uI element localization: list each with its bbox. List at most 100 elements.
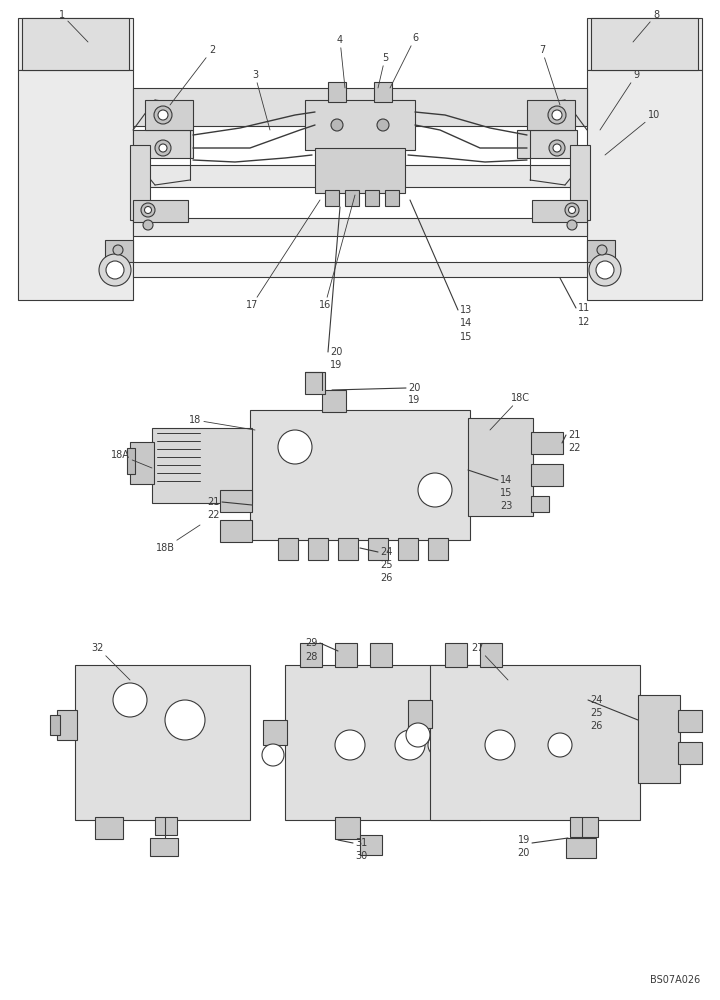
Text: 18: 18: [189, 415, 255, 430]
Text: 29: 29: [305, 638, 318, 648]
Bar: [130, 145, 150, 220]
Bar: [145, 100, 193, 130]
Bar: [532, 200, 587, 222]
Bar: [338, 538, 358, 560]
Bar: [133, 218, 587, 236]
Bar: [263, 720, 287, 745]
Bar: [308, 538, 328, 560]
Circle shape: [154, 106, 172, 124]
Bar: [285, 665, 480, 820]
Bar: [591, 18, 698, 70]
Circle shape: [99, 254, 131, 286]
Bar: [360, 835, 382, 855]
Circle shape: [158, 110, 168, 120]
Bar: [322, 390, 346, 412]
Bar: [220, 520, 252, 542]
Text: 22: 22: [207, 510, 220, 520]
Bar: [385, 190, 399, 206]
Text: 14: 14: [500, 475, 512, 485]
Bar: [370, 643, 392, 667]
Bar: [531, 496, 549, 512]
Bar: [155, 817, 177, 835]
Bar: [133, 200, 188, 222]
Text: 24: 24: [590, 695, 603, 705]
Circle shape: [141, 203, 155, 217]
Bar: [445, 643, 467, 667]
Bar: [220, 490, 252, 512]
Text: 4: 4: [337, 35, 345, 88]
Bar: [570, 145, 590, 220]
Bar: [587, 18, 702, 70]
Text: 26: 26: [590, 721, 603, 731]
Bar: [531, 464, 563, 486]
Bar: [127, 448, 135, 474]
Text: 28: 28: [305, 652, 318, 662]
Bar: [305, 100, 415, 150]
Text: 32: 32: [92, 643, 130, 680]
Text: 31: 31: [355, 838, 367, 848]
Bar: [430, 665, 640, 820]
Bar: [130, 442, 154, 484]
Circle shape: [113, 245, 123, 255]
Circle shape: [106, 261, 124, 279]
Text: 16: 16: [319, 195, 355, 310]
Bar: [325, 190, 339, 206]
Text: 7: 7: [539, 45, 560, 105]
Bar: [133, 88, 587, 126]
Bar: [374, 82, 392, 102]
Text: 20: 20: [330, 347, 343, 357]
Circle shape: [335, 730, 365, 760]
Bar: [365, 190, 379, 206]
Circle shape: [565, 203, 579, 217]
Text: 23: 23: [500, 501, 513, 511]
Circle shape: [567, 220, 577, 230]
Circle shape: [165, 700, 205, 740]
Bar: [57, 710, 77, 740]
Circle shape: [278, 430, 312, 464]
Bar: [278, 538, 298, 560]
Bar: [345, 190, 359, 206]
Circle shape: [377, 119, 389, 131]
Text: 10: 10: [605, 110, 660, 155]
Bar: [133, 130, 193, 158]
Circle shape: [418, 473, 452, 507]
Bar: [678, 710, 702, 732]
Bar: [105, 240, 133, 262]
Circle shape: [569, 207, 575, 214]
Bar: [531, 432, 563, 454]
Bar: [398, 538, 418, 560]
Text: 6: 6: [390, 33, 418, 88]
Text: 19: 19: [330, 360, 342, 370]
Bar: [408, 700, 432, 728]
Bar: [18, 18, 133, 70]
Bar: [315, 148, 405, 193]
Text: 21: 21: [207, 497, 220, 507]
Text: 5: 5: [378, 53, 388, 88]
Bar: [50, 715, 60, 735]
Text: 15: 15: [500, 488, 513, 498]
Circle shape: [548, 106, 566, 124]
Text: 27: 27: [472, 643, 508, 680]
Text: 2: 2: [170, 45, 215, 105]
Bar: [587, 240, 615, 262]
Circle shape: [553, 144, 561, 152]
Circle shape: [406, 723, 430, 747]
Bar: [566, 838, 596, 858]
Text: 11: 11: [578, 303, 590, 313]
Bar: [152, 428, 252, 503]
Text: 21: 21: [568, 430, 580, 440]
Bar: [335, 643, 357, 667]
Bar: [570, 817, 598, 837]
Bar: [527, 100, 575, 130]
Text: 1: 1: [59, 10, 88, 42]
Bar: [587, 70, 702, 300]
Bar: [250, 410, 470, 540]
Text: 18A: 18A: [111, 450, 152, 468]
Text: 20: 20: [408, 383, 420, 393]
Text: 8: 8: [633, 10, 659, 42]
Circle shape: [113, 683, 147, 717]
Circle shape: [159, 144, 167, 152]
Bar: [328, 82, 346, 102]
Bar: [75, 665, 250, 820]
Text: 18C: 18C: [490, 393, 529, 430]
